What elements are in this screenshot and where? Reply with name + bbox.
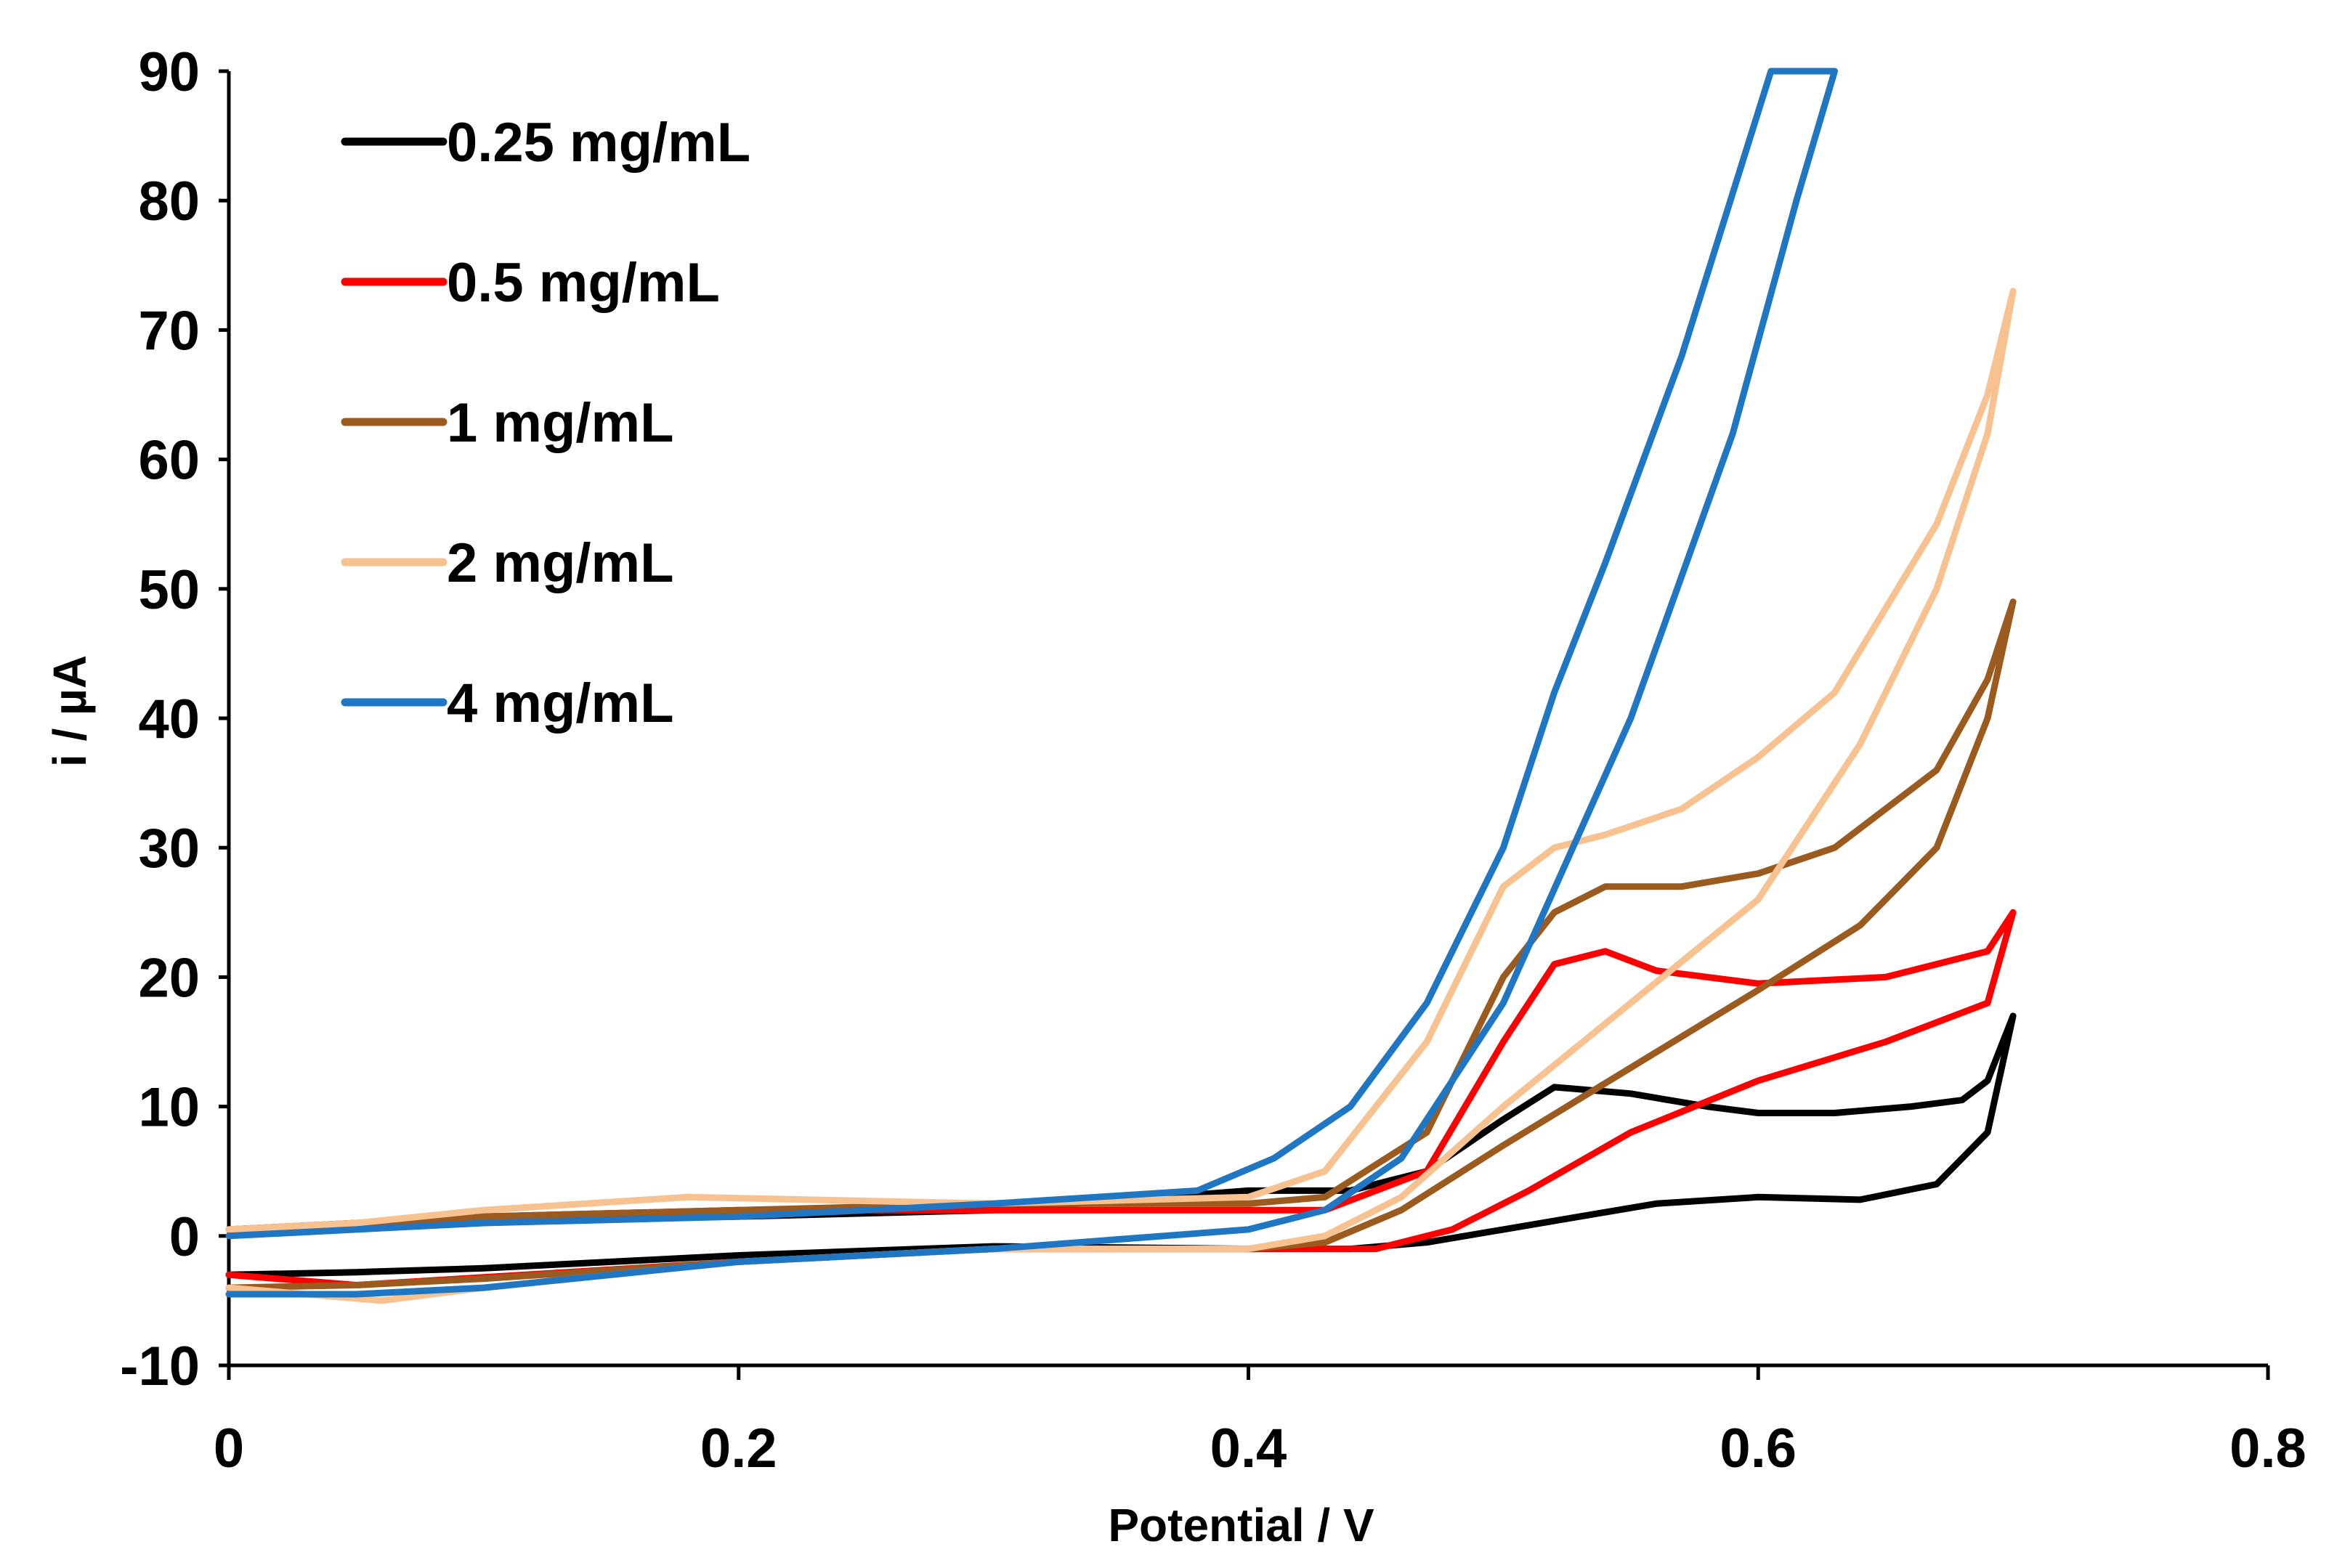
legend-label: 0.5 mg/mL (447, 252, 720, 314)
y-tick-label: 10 (138, 1077, 200, 1139)
y-tick-label: 40 (138, 688, 200, 750)
series-line-4 (225, 288, 2017, 1304)
legend-label: 1 mg/mL (447, 392, 674, 454)
series-line-5 (225, 68, 1838, 1298)
chart-series-group (225, 68, 2017, 1304)
x-tick-label: 0.2 (700, 1418, 777, 1479)
x-axis-title: Potential / V (1108, 1499, 1374, 1551)
x-tick-label: 0.8 (2229, 1418, 2306, 1479)
x-tick-label: 0.6 (1720, 1418, 1797, 1479)
legend-label: 4 mg/mL (447, 673, 674, 734)
y-tick-label: 80 (138, 171, 200, 232)
x-tick-label: 0 (214, 1418, 244, 1479)
y-tick-label: 90 (138, 41, 200, 103)
y-tick-label: 20 (138, 947, 200, 1009)
legend-label: 2 mg/mL (447, 532, 674, 594)
y-axis-title: i / µA (44, 655, 96, 767)
y-tick-label: 60 (138, 430, 200, 492)
y-tick-label: 30 (138, 818, 200, 880)
x-tick-label: 0.4 (1210, 1418, 1287, 1479)
y-tick-label: 0 (169, 1206, 200, 1268)
y-tick-label: -10 (120, 1336, 200, 1397)
chart-legend: 0.25 mg/mL 0.5 mg/mL 1 mg/mL 2 mg/mL 4 mg/mL (341, 112, 750, 734)
y-tick-label: 70 (138, 300, 200, 362)
y-tick-label: 50 (138, 559, 200, 621)
legend-label: 0.25 mg/mL (447, 112, 750, 174)
series-line-2 (225, 909, 2017, 1288)
